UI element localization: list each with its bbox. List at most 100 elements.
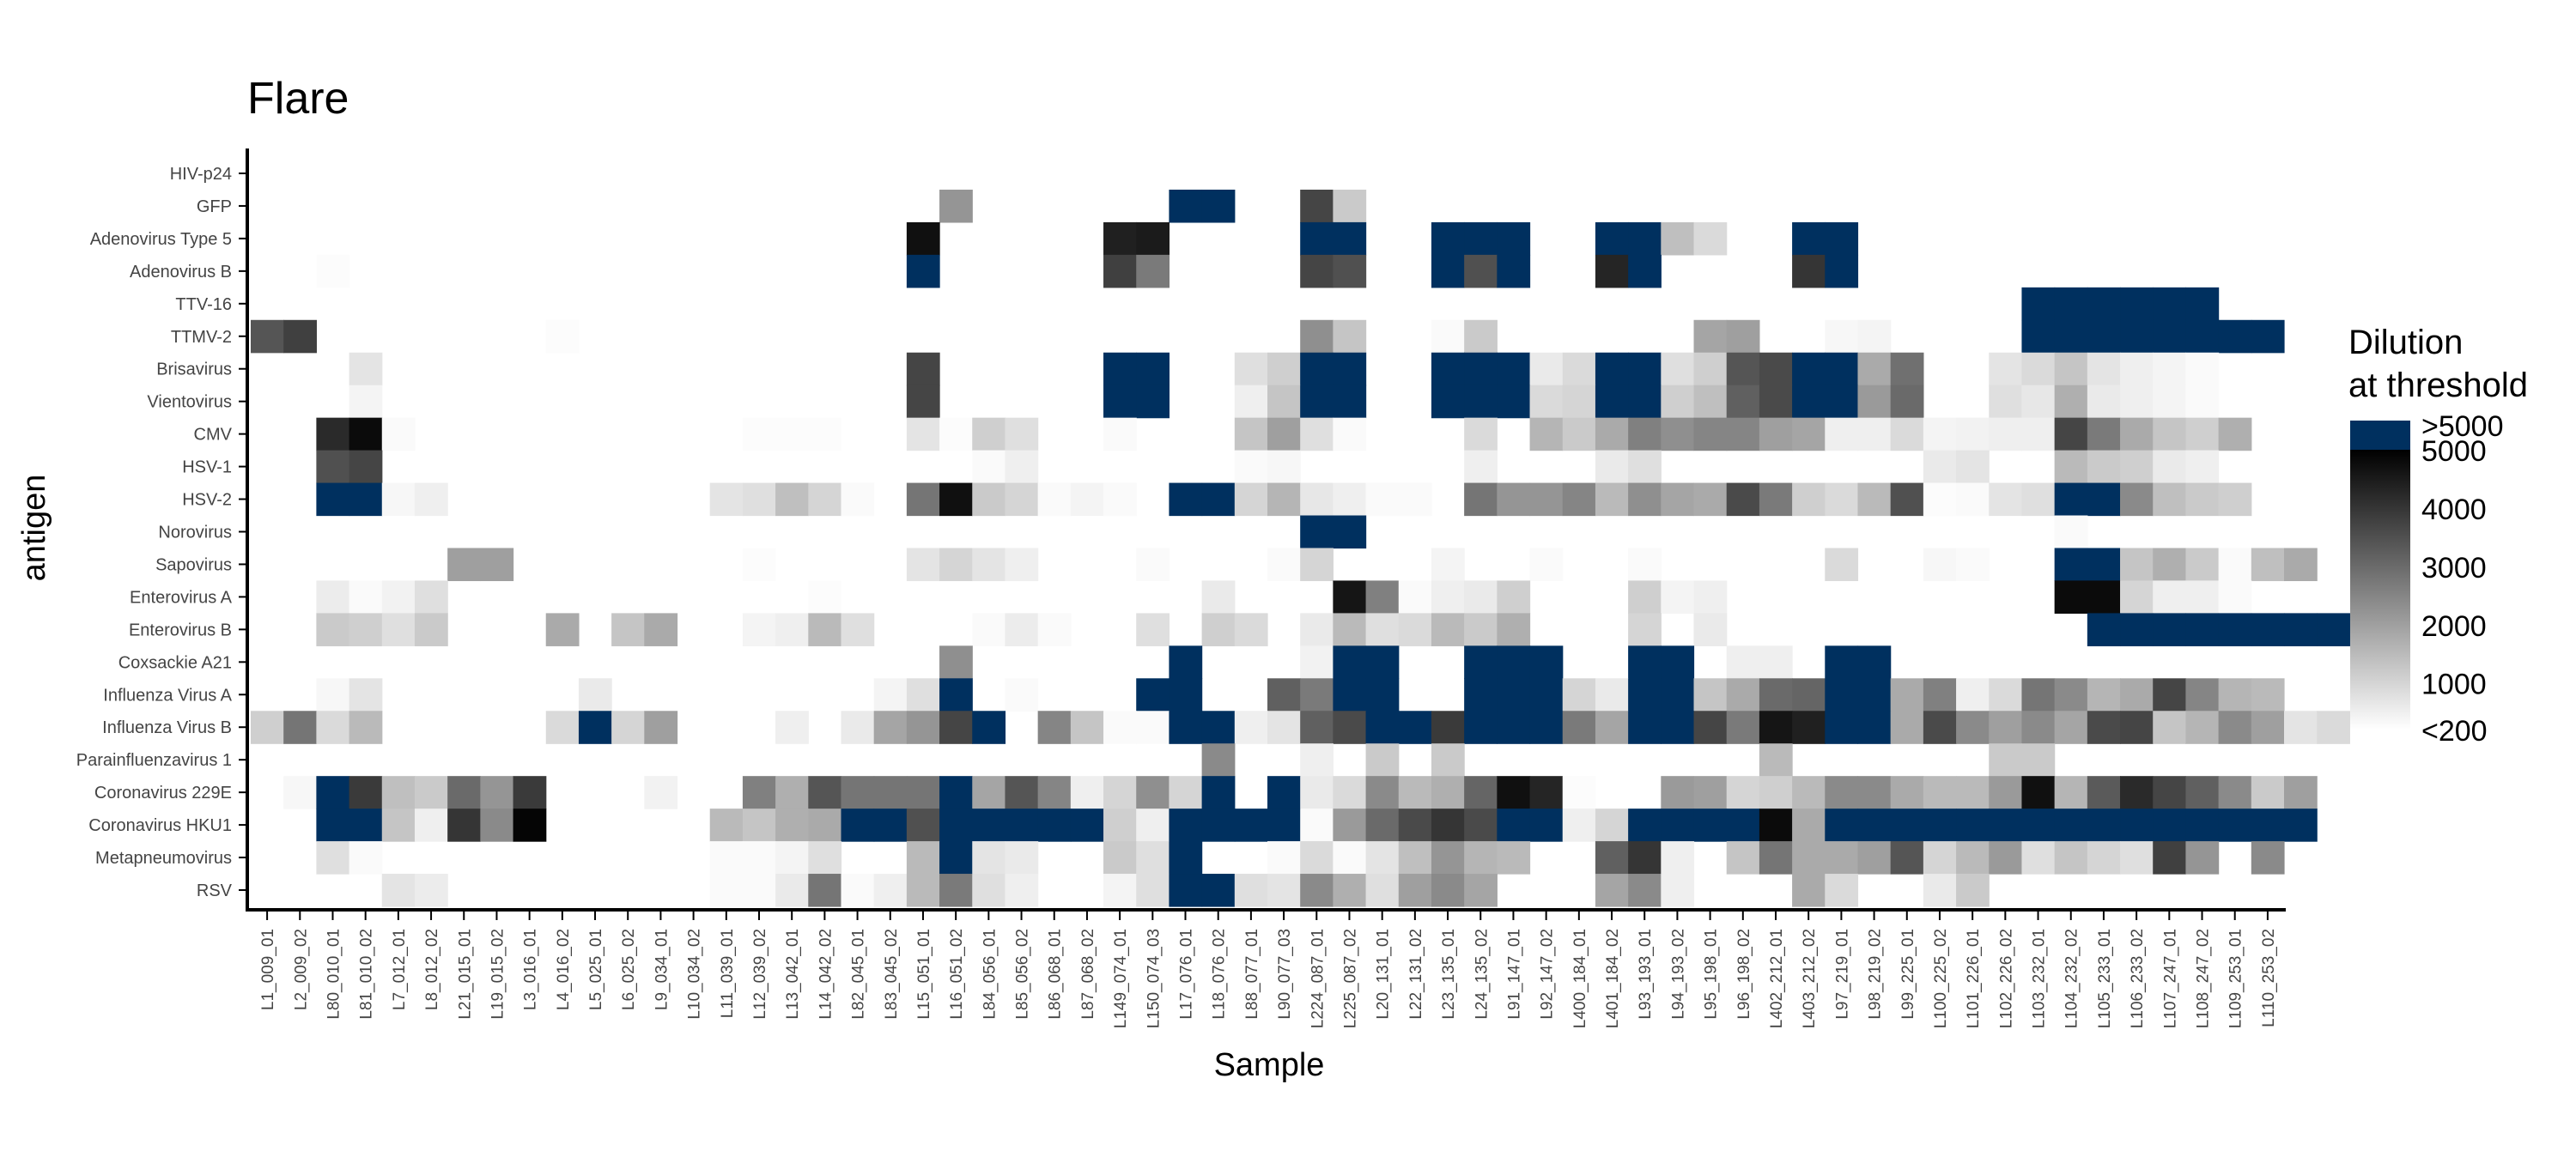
- heatmap-cell: [2054, 287, 2088, 321]
- heatmap-cell: [808, 809, 842, 842]
- heatmap-cell: [1726, 482, 1760, 517]
- heatmap-cell: [1300, 645, 1334, 679]
- heatmap-cell: [1169, 874, 1203, 907]
- heatmap-cell: [1529, 482, 1564, 517]
- heatmap-cell: [939, 776, 973, 809]
- x-tick-label: L108_247_02: [2195, 929, 2213, 1028]
- heatmap-cell: [1825, 319, 1859, 354]
- heatmap-cell: [1825, 254, 1859, 288]
- heatmap-cell: [1333, 221, 1367, 256]
- heatmap-cell: [1726, 385, 1760, 419]
- heatmap-cell: [841, 613, 875, 646]
- heatmap-cell: [1989, 809, 2023, 842]
- heatmap-cell: [2153, 711, 2187, 744]
- heatmap-cell: [1693, 319, 1728, 354]
- heatmap-cell: [808, 482, 842, 517]
- heatmap-cell: [316, 678, 350, 712]
- heatmap-cell: [2120, 776, 2154, 809]
- heatmap-cell: [2087, 450, 2121, 484]
- heatmap-cell: [2054, 548, 2088, 582]
- heatmap-cell: [414, 809, 448, 842]
- heatmap-cell: [1726, 319, 1760, 354]
- heatmap-cell: [775, 711, 809, 744]
- heatmap-cell: [1628, 711, 1662, 744]
- heatmap-cell: [1005, 678, 1039, 712]
- heatmap-cell: [841, 711, 875, 744]
- heatmap-cell: [2185, 450, 2220, 484]
- heatmap-cell: [1628, 450, 1662, 484]
- heatmap-cell: [1103, 352, 1137, 386]
- heatmap-cell: [1825, 645, 1859, 679]
- heatmap-cell: [349, 482, 383, 517]
- heatmap-cell: [1398, 482, 1432, 517]
- heatmap-cell: [1628, 678, 1662, 712]
- x-tick-label: L96_198_02: [1735, 929, 1753, 1020]
- y-tick-label: Brisavirus: [156, 360, 232, 379]
- x-tick-label: L84_056_01: [981, 929, 999, 1020]
- heatmap-cell: [775, 776, 809, 809]
- heatmap-cell: [2218, 809, 2252, 842]
- heatmap-cell: [1103, 874, 1137, 907]
- heatmap-cell: [873, 809, 908, 842]
- heatmap-cell: [1333, 678, 1367, 712]
- heatmap-cell: [1956, 678, 1990, 712]
- heatmap-cell: [1431, 385, 1465, 419]
- heatmap-cell: [1398, 776, 1432, 809]
- x-tick-label: L18_076_02: [1211, 929, 1229, 1020]
- heatmap-cell: [1300, 352, 1334, 386]
- heatmap-cell: [1497, 776, 1531, 809]
- heatmap-cell: [1464, 841, 1498, 875]
- heatmap-cell: [349, 841, 383, 875]
- heatmap-cell: [1759, 809, 1793, 842]
- heatmap-cell: [1825, 548, 1859, 582]
- heatmap-cell: [1333, 515, 1367, 549]
- x-tick-label: L106_233_02: [2129, 929, 2147, 1028]
- heatmap-cell: [1136, 548, 1170, 582]
- heatmap-cell: [1431, 809, 1465, 842]
- heatmap-cell: [1497, 841, 1531, 875]
- heatmap-cell: [1431, 580, 1465, 614]
- heatmap-cell: [1825, 352, 1859, 386]
- heatmap-cell: [1529, 548, 1564, 582]
- heatmap-cell: [2317, 613, 2350, 646]
- heatmap-cell: [2218, 613, 2252, 646]
- heatmap-cell: [1333, 841, 1367, 875]
- heatmap-cell: [2284, 711, 2318, 744]
- heatmap-cell: [1333, 711, 1367, 744]
- heatmap-cell: [2218, 417, 2252, 451]
- heatmap-cell: [2120, 809, 2154, 842]
- heatmap-cell: [480, 809, 514, 842]
- heatmap-cell: [1300, 613, 1334, 646]
- heatmap-cell: [2153, 417, 2187, 451]
- y-tick-label: Influenza Virus A: [103, 686, 232, 705]
- heatmap-cell: [1464, 613, 1498, 646]
- heatmap-cell: [1365, 841, 1400, 875]
- heatmap-cell: [1431, 711, 1465, 744]
- heatmap-cell: [1595, 385, 1629, 419]
- heatmap-cell: [1464, 874, 1498, 907]
- heatmap-cell: [1365, 580, 1400, 614]
- heatmap-cell: [1792, 385, 1826, 419]
- x-tick-label: L94_193_02: [1669, 929, 1687, 1020]
- heatmap-cell: [381, 580, 416, 614]
- heatmap-cell: [1070, 482, 1104, 517]
- heatmap-cell: [1267, 874, 1301, 907]
- heatmap-cell: [2087, 287, 2121, 321]
- heatmap-cell: [1693, 776, 1728, 809]
- heatmap-cell: [414, 776, 448, 809]
- heatmap-cell: [2087, 776, 2121, 809]
- heatmap-cell: [2251, 319, 2285, 354]
- y-tick-labels: HIV-p24 GFP Adenovirus Type 5 Adenovirus B T…: [76, 165, 247, 900]
- heatmap-cell: [1857, 678, 1892, 712]
- heatmap-cell: [808, 580, 842, 614]
- y-tick-label: Coronavirus 229E: [94, 784, 232, 803]
- heatmap-cell: [1857, 385, 1892, 419]
- heatmap-cell: [1989, 678, 2023, 712]
- heatmap-cell: [1267, 548, 1301, 582]
- heatmap-cell: [1956, 548, 1990, 582]
- heatmap-cell: [644, 613, 678, 646]
- heatmap-cell: [1431, 319, 1465, 354]
- heatmap-cell: [1825, 841, 1859, 875]
- heatmap-cell: [349, 678, 383, 712]
- heatmap-cell: [775, 841, 809, 875]
